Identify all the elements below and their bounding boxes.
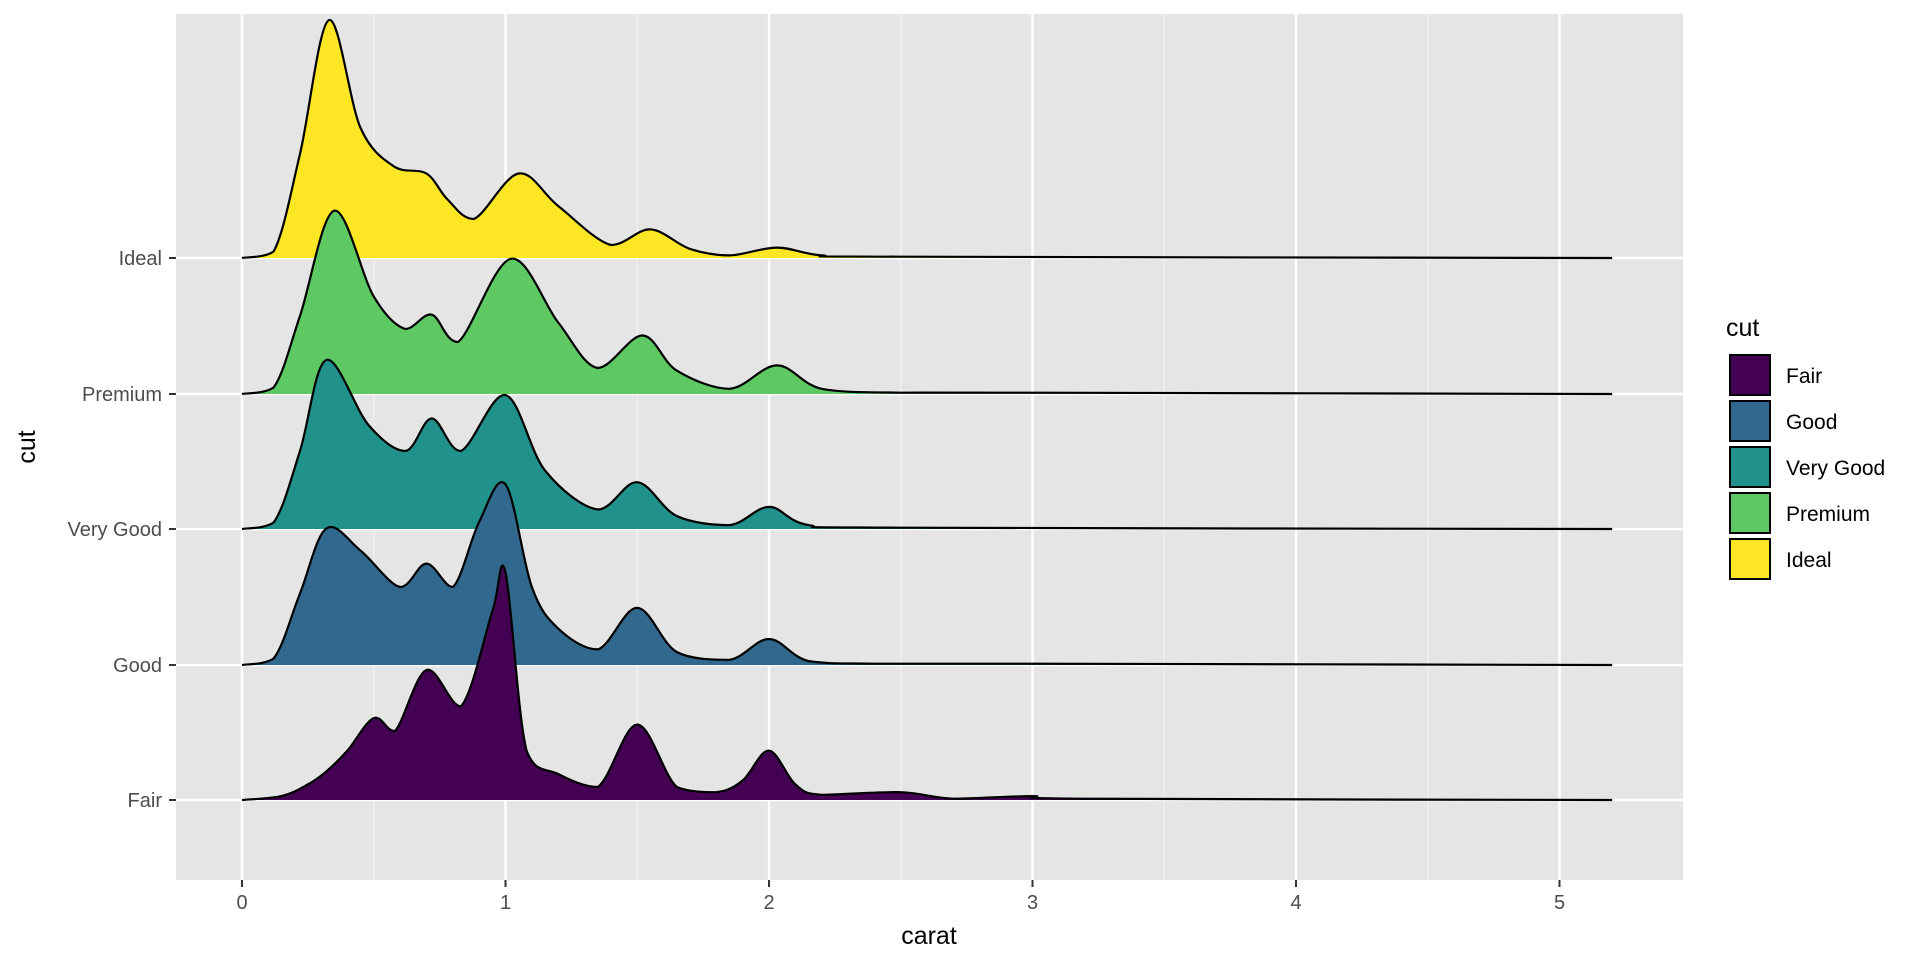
density-ridges (241, 18, 1613, 802)
y-axis: Fair Good Very Good Premium Ideal (67, 248, 176, 812)
legend-item-premium: Premium (1729, 492, 1870, 534)
legend-item-good: Good (1729, 400, 1837, 442)
ridge-outline-fair (241, 564, 1613, 802)
ridge-fill-premium (242, 210, 1613, 394)
y-axis-title: cut (13, 430, 41, 463)
y-tick-label: Fair (128, 790, 163, 812)
legend-item-ideal: Ideal (1729, 538, 1832, 580)
x-tick-label: 4 (1290, 892, 1301, 914)
legend-label: Fair (1786, 365, 1822, 388)
ridge-ideal (241, 18, 1613, 260)
x-tick-label: 1 (500, 892, 511, 914)
x-axis-title: carat (901, 922, 957, 950)
ridge-fill-ideal (242, 19, 1613, 259)
legend-title: cut (1726, 314, 1759, 342)
legend-swatch (1729, 354, 1771, 396)
ridge-outline-ideal (241, 18, 1613, 260)
legend-item-fair: Fair (1729, 354, 1822, 396)
legend-swatch (1729, 446, 1771, 488)
ridge-fill-very-good (242, 359, 1613, 529)
x-axis: 0 1 2 3 4 5 (236, 880, 1565, 914)
legend-swatch (1729, 492, 1771, 534)
legend-label: Ideal (1786, 549, 1832, 572)
legend-swatch (1729, 538, 1771, 580)
x-tick-label: 5 (1554, 892, 1565, 914)
x-tick-label: 3 (1027, 892, 1038, 914)
ridge-fair (241, 564, 1613, 802)
ridge-very-good (241, 358, 1613, 531)
legend-label: Very Good (1786, 457, 1885, 480)
legend-swatch (1729, 400, 1771, 442)
ridge-fill-fair (242, 565, 1613, 800)
y-tick-label: Good (113, 655, 162, 677)
ridge-good (241, 481, 1613, 667)
y-tick-label: Very Good (67, 519, 162, 541)
x-tick-label: 2 (763, 892, 774, 914)
legend: cut Fair Good Very Good Premium Ideal (1726, 314, 1885, 580)
ridge-outline-premium (241, 209, 1613, 396)
y-tick-label: Ideal (119, 248, 162, 270)
ridge-fill-good (242, 482, 1613, 665)
x-tick-label: 0 (236, 892, 247, 914)
y-tick-label: Premium (82, 384, 162, 406)
legend-label: Good (1786, 411, 1837, 434)
legend-label: Premium (1786, 503, 1870, 526)
legend-item-very-good: Very Good (1729, 446, 1885, 488)
ridge-premium (241, 209, 1613, 396)
ridge-outline-good (241, 481, 1613, 667)
ridge-outline-very-good (241, 358, 1613, 531)
